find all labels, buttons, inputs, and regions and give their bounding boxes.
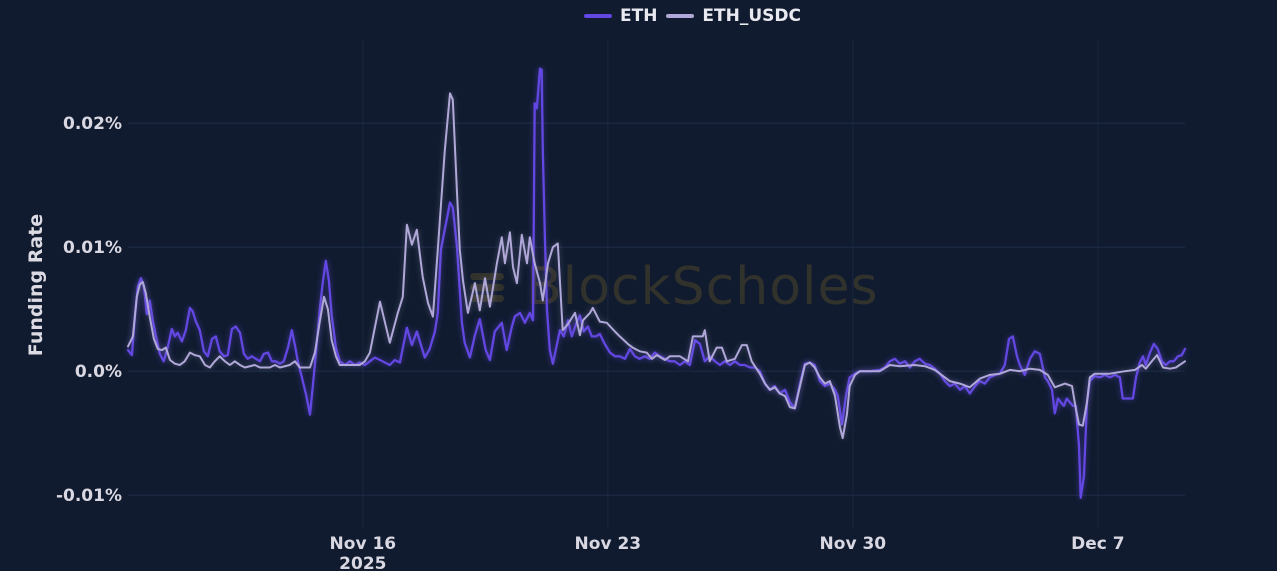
legend-swatch-eth-usdc (666, 14, 695, 18)
y-tick-label: -0.01% (56, 486, 122, 506)
y-axis-title: Funding Rate (25, 213, 47, 357)
y-tick-label: 0.02% (63, 114, 122, 134)
watermark: BlockScholes (463, 252, 879, 322)
y-tick-label: 0.0% (75, 362, 122, 382)
watermark-text: BlockScholes (526, 257, 879, 317)
x-tick-label: Dec 7 (1071, 534, 1124, 554)
series-line-eth[interactable] (126, 67, 1187, 499)
legend-swatch-eth (583, 14, 612, 18)
legend-label-eth: ETH (619, 6, 658, 26)
x-tick-label: Nov 16 (330, 534, 397, 554)
x-tick-year-label: 2025 (339, 554, 386, 571)
x-tick-label: Nov 30 (820, 534, 887, 554)
y-tick-label: 0.01% (63, 238, 122, 258)
legend-label-eth-usdc: ETH_USDC (702, 6, 801, 26)
legend-item-eth[interactable]: ETH (583, 6, 658, 26)
x-tick-label: Nov 23 (575, 534, 642, 554)
chart-legend: ETH ETH_USDC (54, 6, 1277, 26)
series-line-eth_usdc[interactable] (127, 92, 1186, 440)
legend-item-eth-usdc[interactable]: ETH_USDC (666, 6, 801, 26)
